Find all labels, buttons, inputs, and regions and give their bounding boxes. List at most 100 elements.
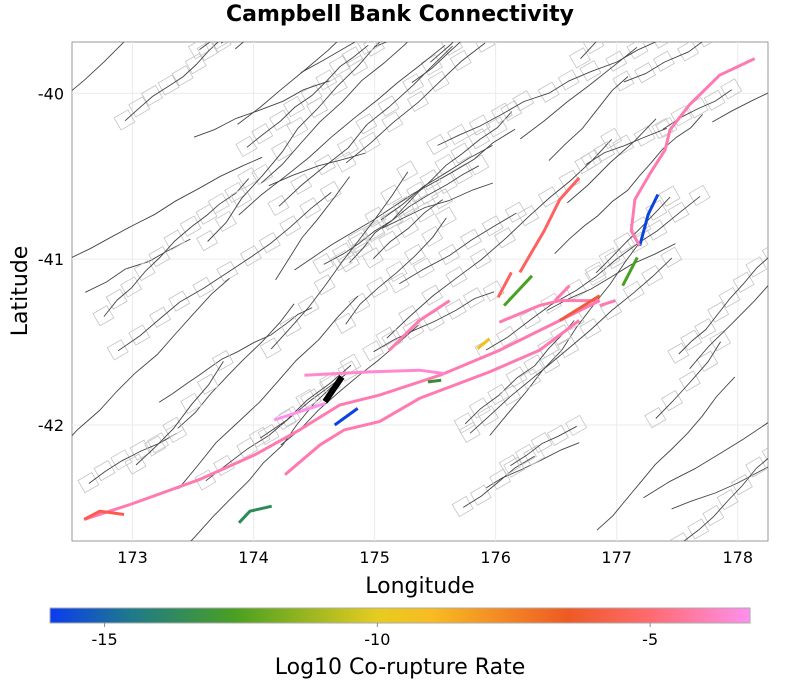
background-fault	[205, 371, 350, 482]
rupture-patch	[216, 260, 239, 283]
rupture-patch	[667, 342, 690, 364]
x-axis-label: Longitude	[365, 574, 474, 599]
rupture-patch	[473, 42, 496, 53]
background-fault	[261, 42, 408, 184]
background-fault	[380, 145, 493, 221]
rupture-patch	[348, 292, 371, 315]
rupture-patch	[612, 70, 635, 92]
rupture-patch	[312, 252, 335, 275]
rupture-patch	[209, 42, 232, 54]
x-axis-ticks: 173 174 175 176 177 178	[117, 548, 753, 567]
background-fault	[270, 171, 409, 350]
rupture-patch	[358, 131, 381, 154]
rupture-patch	[383, 17, 404, 37]
rupture-patch	[766, 0, 787, 11]
rupture-patch	[120, 276, 143, 298]
rupture-patch	[207, 192, 230, 215]
background-fault	[386, 138, 613, 339]
background-fault	[246, 44, 369, 148]
rupture-patch	[498, 454, 521, 476]
background-fault	[554, 114, 703, 255]
colorbar-ticks: -15 -10 -5	[91, 623, 658, 649]
rupture-patch	[469, 248, 492, 270]
rupture-patch	[334, 312, 357, 334]
rupture-patch	[790, 213, 800, 233]
co-rupture-fault-trace	[621, 256, 639, 287]
rupture-patch	[286, 116, 309, 139]
background-fault	[464, 320, 575, 425]
rupture-patch	[222, 19, 243, 39]
rupture-patch	[412, 257, 435, 279]
rupture-patch	[494, 227, 516, 249]
co-rupture-fault-trace	[83, 299, 601, 521]
rupture-patch	[613, 232, 636, 254]
background-fault	[259, 364, 352, 439]
rupture-patch	[716, 489, 739, 511]
rupture-patch	[468, 128, 490, 150]
rupture-patch	[267, 194, 290, 217]
rupture-patch	[265, 0, 286, 9]
co-rupture-fault-trace	[629, 57, 756, 247]
rupture-patch	[168, 290, 191, 312]
background-fault	[623, 42, 703, 83]
rupture-patch	[421, 225, 444, 248]
rupture-patch	[503, 456, 526, 478]
rupture-patch	[141, 84, 164, 107]
rupture-patch	[196, 373, 219, 395]
rupture-patch	[458, 421, 481, 443]
rupture-patch	[336, 136, 359, 158]
co-rupture-fault-trace	[427, 378, 442, 384]
background-fault	[193, 80, 330, 138]
rupture-patch	[259, 337, 282, 359]
background-fault	[238, 44, 446, 216]
rupture-patch	[92, 305, 115, 327]
rupture-patch	[451, 495, 474, 518]
rupture-patch	[641, 264, 664, 287]
background-fault	[462, 455, 535, 508]
rupture-patch	[489, 468, 512, 490]
background-fault	[374, 42, 388, 48]
rupture-patch	[364, 206, 387, 228]
colorbar-tick-label: -15	[91, 630, 117, 649]
rupture-patch	[404, 243, 426, 266]
rupture-patch	[377, 95, 400, 117]
background-fault	[399, 212, 517, 285]
rupture-patch	[477, 405, 499, 427]
rupture-patch	[720, 78, 743, 100]
co-rupture-fault-trace	[388, 299, 451, 352]
background-fault	[382, 182, 494, 229]
rupture-patch	[351, 236, 374, 259]
background-fault	[85, 238, 191, 293]
background-fault	[323, 165, 480, 265]
rupture-patch	[460, 228, 482, 250]
colorbar	[49, 607, 751, 624]
rupture-patch	[612, 134, 635, 156]
co-rupture-fault-trace	[498, 299, 600, 324]
rupture-patch	[687, 518, 710, 540]
rupture-patch	[732, 271, 755, 293]
rupture-patch	[128, 324, 151, 346]
rupture-patch	[404, 0, 425, 14]
rupture-patch	[557, 69, 580, 91]
background-fault	[345, 42, 486, 164]
rupture-patch	[397, 216, 419, 239]
background-fault	[268, 152, 366, 187]
background-fault	[689, 285, 768, 370]
rupture-patch	[375, 326, 398, 348]
rupture-patch	[133, 259, 156, 282]
rupture-patch	[124, 453, 147, 475]
rupture-patch	[180, 392, 203, 415]
rupture-patch	[530, 432, 553, 454]
rupture-patch	[237, 167, 260, 189]
rupture-patch	[325, 74, 348, 97]
rupture-patch	[718, 286, 741, 309]
co-rupture-fault-trace	[476, 337, 491, 350]
background-fault	[655, 341, 721, 419]
background-fault	[567, 118, 657, 204]
background-fault	[546, 243, 676, 311]
rupture-patch	[385, 260, 408, 283]
rupture-patch	[658, 185, 681, 207]
background-fault	[275, 176, 350, 281]
background-fault	[72, 42, 125, 92]
